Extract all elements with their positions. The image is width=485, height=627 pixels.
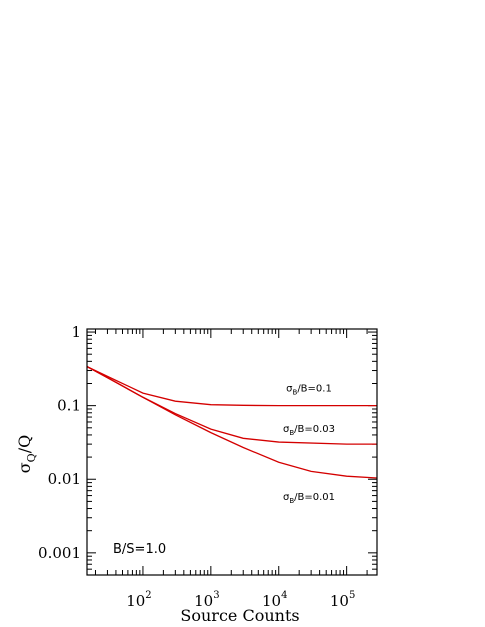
tick-labels: 102 103 104 105 1 0.1 0.01 0.001 xyxy=(38,323,355,610)
y-tick-label: 0.01 xyxy=(48,470,81,488)
x-tick-label: 104 xyxy=(262,590,287,610)
y-tick-label: 0.1 xyxy=(57,397,81,415)
y-axis-title-rest: /Q xyxy=(15,435,34,454)
x-tick-label: 105 xyxy=(330,590,355,610)
series-group xyxy=(86,365,378,479)
series-labels: σB/B=0.1 σB/B=0.03 σB/B=0.01 xyxy=(283,384,335,505)
y-axis-title-sub: Q xyxy=(25,453,38,462)
y-axis-title-sigma: σ xyxy=(15,462,34,473)
series-label-2: σB/B=0.03 xyxy=(283,424,335,437)
axis-ticks xyxy=(87,329,377,576)
x-axis-title: Source Counts xyxy=(180,606,299,625)
series-line-3 xyxy=(86,365,378,479)
series-label-1: σB/B=0.1 xyxy=(286,384,332,397)
series-label-3: σB/B=0.01 xyxy=(283,492,335,505)
y-tick-label: 1 xyxy=(71,323,81,341)
plot-frame xyxy=(86,328,378,576)
series-line-1 xyxy=(86,365,377,407)
x-tick-label: 103 xyxy=(194,590,219,610)
x-tick-label: 102 xyxy=(126,590,151,610)
annotation-bs: B/S=1.0 xyxy=(113,542,166,557)
y-tick-label: 0.001 xyxy=(38,544,81,562)
y-axis-title: σQ/Q xyxy=(15,435,38,473)
